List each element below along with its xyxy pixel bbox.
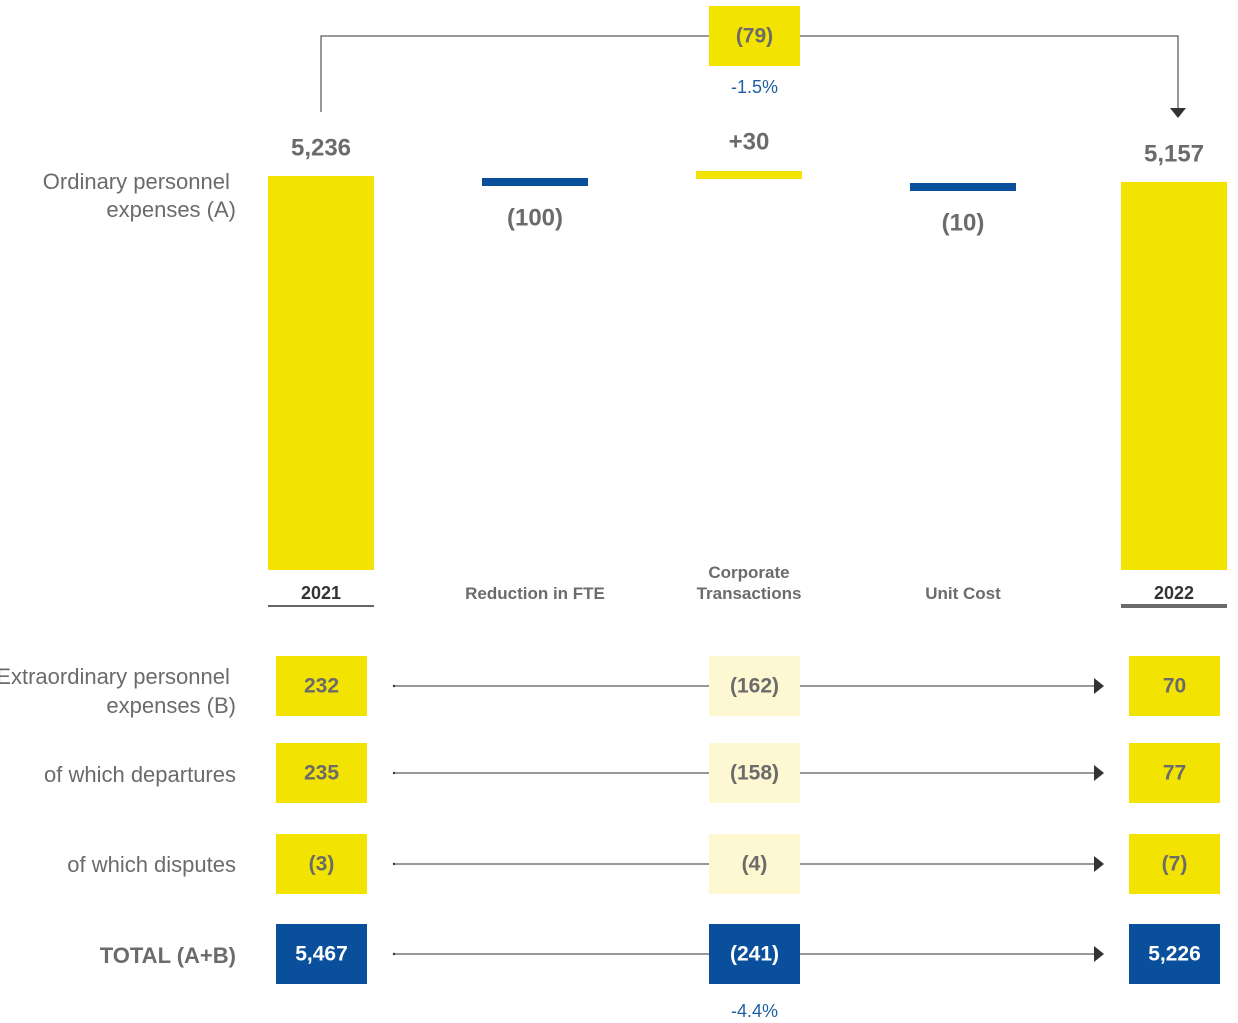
change-value-box bbox=[709, 834, 800, 894]
change-value: (162) bbox=[730, 675, 779, 698]
row-arrowhead bbox=[1094, 946, 1104, 962]
table-row: (3) (4) (7) bbox=[276, 834, 1220, 894]
total-change-percent: -4.4% bbox=[731, 1001, 778, 1021]
start-value-box bbox=[276, 743, 367, 803]
start-value-box bbox=[276, 834, 367, 894]
start-value-box bbox=[276, 656, 367, 716]
row-connector-start bbox=[392, 862, 396, 866]
table-row: 235 (158) 77 bbox=[276, 743, 1220, 803]
category-label-reduction-in-fte: Reduction in FTE bbox=[465, 584, 605, 603]
category-label-2022: 2022 bbox=[1154, 583, 1194, 603]
departures-label: of which departures bbox=[44, 762, 236, 787]
row-connector-start bbox=[392, 771, 396, 775]
bar-corporate-transactions bbox=[696, 171, 802, 179]
category-label-2021: 2021 bbox=[301, 583, 341, 603]
start-value: 5,467 bbox=[295, 943, 348, 966]
end-value-box bbox=[1129, 656, 1220, 716]
bar-unit-cost bbox=[910, 183, 1016, 191]
row-connector-start bbox=[392, 684, 396, 688]
row-arrowhead bbox=[1094, 678, 1104, 694]
change-value: (158) bbox=[730, 762, 779, 785]
start-value: 232 bbox=[304, 675, 339, 698]
value-label-2021: 5,236 bbox=[291, 135, 351, 162]
bar-reduction-in-fte bbox=[482, 178, 588, 186]
extraordinary-expenses-label: Extraordinary personnel expenses (B) bbox=[0, 664, 236, 718]
bar-2021 bbox=[268, 176, 374, 570]
end-value: 70 bbox=[1163, 675, 1186, 698]
category-label-unit-cost: Unit Cost bbox=[925, 584, 1001, 603]
disputes-label: of which disputes bbox=[67, 852, 236, 877]
start-value-box bbox=[276, 924, 367, 984]
table-row: 232 (162) 70 bbox=[276, 656, 1220, 716]
end-value-box bbox=[1129, 743, 1220, 803]
overall-change-box bbox=[709, 6, 800, 66]
end-value-box bbox=[1129, 834, 1220, 894]
start-value: 235 bbox=[304, 762, 339, 785]
table-row: 5,467 (241) 5,226 bbox=[276, 924, 1220, 984]
value-label-unit-cost: (10) bbox=[942, 210, 985, 237]
change-value: (4) bbox=[742, 853, 768, 876]
change-value: (241) bbox=[730, 943, 779, 966]
overall-change-bracket: (79) -1.5% bbox=[320, 6, 1186, 118]
change-value-box bbox=[709, 656, 800, 716]
value-label-2022: 5,157 bbox=[1144, 140, 1204, 167]
value-label-reduction-in-fte: (100) bbox=[507, 205, 563, 232]
end-value: 5,226 bbox=[1148, 943, 1201, 966]
waterfall-marks: 5,236 2021 (100) Reduction in FTE +30 Corpora… bbox=[268, 129, 1227, 608]
category-label-corporate-transactions: Corporate Transactions bbox=[697, 563, 802, 603]
row-arrowhead bbox=[1094, 856, 1104, 872]
change-value-box bbox=[709, 924, 800, 984]
change-value-box bbox=[709, 743, 800, 803]
end-value: 77 bbox=[1163, 762, 1186, 785]
start-value: (3) bbox=[309, 853, 335, 876]
ordinary-expenses-label: Ordinary personnel expenses (A) bbox=[43, 169, 236, 222]
end-value: (7) bbox=[1162, 853, 1188, 876]
row-connector-start bbox=[392, 952, 396, 956]
overall-change-label: (79) bbox=[736, 25, 773, 48]
overall-change-percent: -1.5% bbox=[731, 77, 778, 97]
value-label-corporate-transactions: +30 bbox=[729, 129, 770, 156]
row-arrowhead bbox=[1094, 765, 1104, 781]
end-value-box bbox=[1129, 924, 1220, 984]
bar-2022 bbox=[1121, 181, 1227, 570]
total-label: TOTAL (A+B) bbox=[100, 943, 236, 968]
